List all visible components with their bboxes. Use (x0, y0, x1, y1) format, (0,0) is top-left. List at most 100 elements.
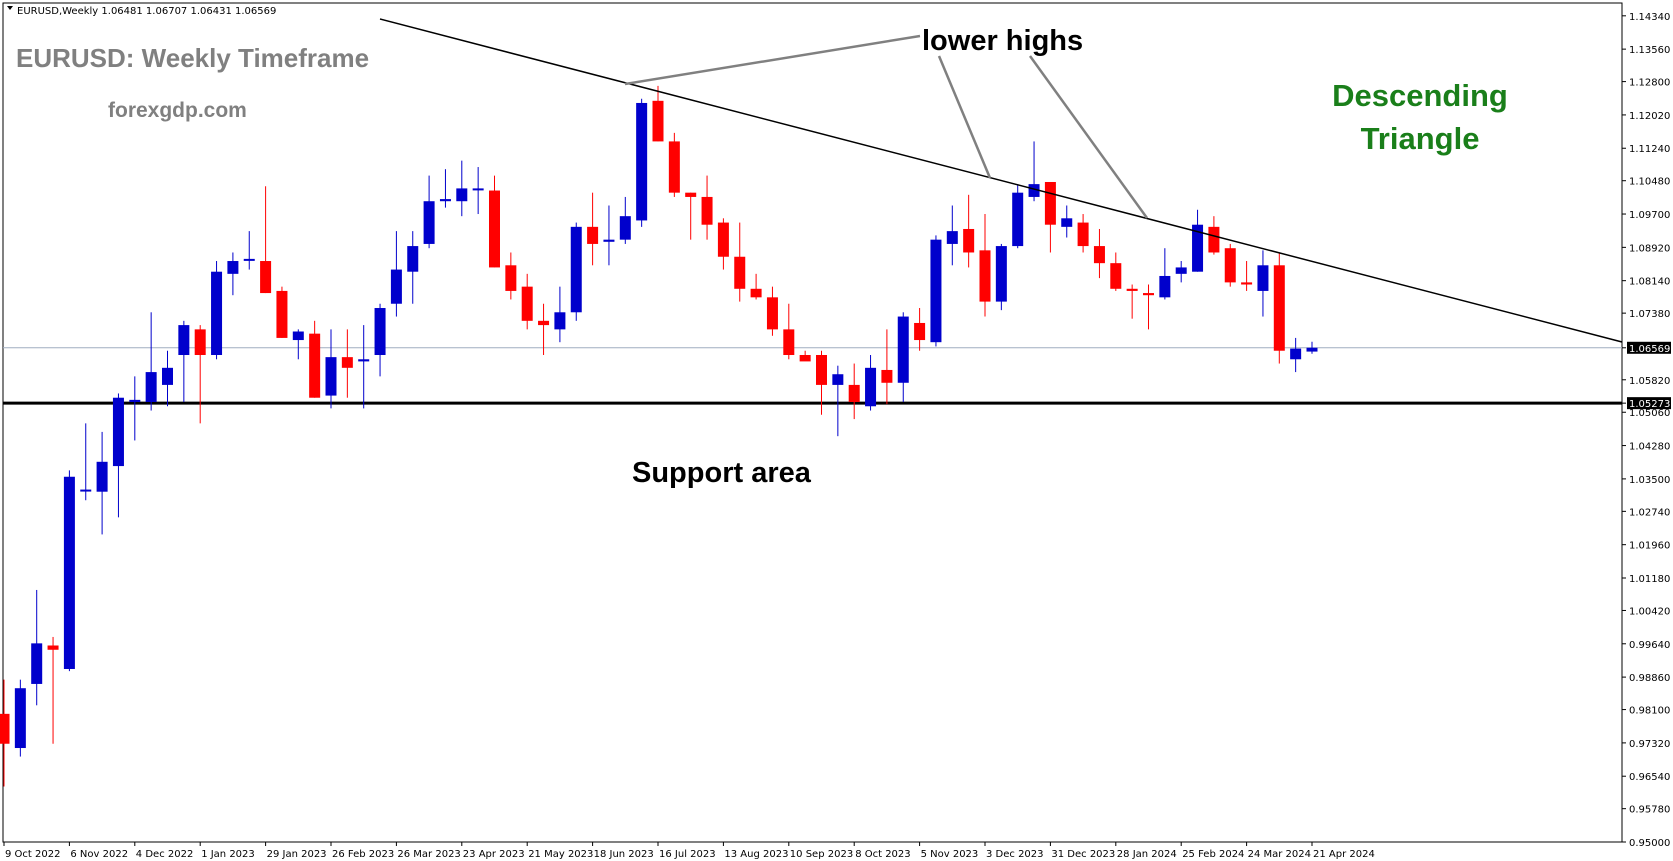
candle-body (603, 239, 615, 242)
candle-body (309, 333, 321, 398)
price-tick-label: 1.01960 (1629, 541, 1670, 552)
candle-body (358, 359, 370, 362)
time-tick-label: 6 Nov 2022 (70, 849, 128, 860)
time-tick-label: 10 Sep 2023 (790, 849, 853, 860)
time-tick-label: 25 Feb 2024 (1182, 849, 1244, 860)
time-tick-label: 26 Feb 2023 (332, 849, 394, 860)
candle-body (489, 190, 500, 268)
candle-body (897, 316, 909, 383)
time-tick-label: 8 Oct 2023 (855, 849, 910, 860)
price-tick-label: 1.05060 (1629, 408, 1670, 419)
candle-body (390, 269, 402, 304)
price-tick-label: 0.95000 (1629, 838, 1670, 849)
annotation-pattern-line2: Triangle (1361, 121, 1480, 156)
candle-body (1208, 226, 1220, 253)
candle-body (1159, 275, 1171, 298)
candle-body (505, 265, 517, 291)
lower-high-arrow-3 (1028, 55, 1149, 219)
candle-body (1110, 263, 1122, 289)
candle-body (407, 246, 419, 272)
price-tick-label: 0.95780 (1629, 805, 1670, 816)
candle-body (341, 357, 353, 368)
candle-body (799, 355, 811, 362)
candle-body (538, 320, 550, 326)
candle-body (112, 397, 124, 467)
price-tick-label: 1.00420 (1629, 606, 1670, 617)
candle-body (570, 226, 582, 313)
candle-body (1257, 265, 1269, 291)
time-tick-label: 13 Aug 2023 (724, 849, 788, 860)
candle-body (14, 688, 26, 749)
candle-body (995, 246, 1007, 302)
candle-body (374, 308, 386, 356)
candle-body (96, 461, 108, 492)
candle-body (1143, 293, 1154, 296)
price-tick-label: 1.07380 (1629, 309, 1670, 320)
time-axis[interactable]: 9 Oct 2022 6 Nov 2022 4 Dec 2022 1 Jan 2023… (3, 842, 1375, 860)
candle-body (325, 357, 337, 396)
price-tick-label: 1.05820 (1629, 376, 1670, 387)
price-tick-label: 0.97320 (1629, 739, 1670, 750)
candle-body (816, 355, 827, 385)
candle-body (194, 329, 206, 356)
price-tick-label: 1.09700 (1629, 210, 1670, 221)
price-tick-label: 0.99640 (1629, 640, 1670, 651)
candle-body (423, 201, 435, 244)
time-tick-label: 28 Jan 2024 (1117, 849, 1177, 860)
candle-body (848, 384, 860, 402)
time-tick-label: 21 May 2023 (528, 849, 593, 860)
time-tick-label: 21 Apr 2024 (1313, 849, 1375, 860)
annotation-lower-highs: lower highs (922, 25, 1083, 57)
price-axis[interactable]: 1.14340 1.13560 1.12800 1.12020 1.11240 1.104… (1622, 12, 1671, 849)
candle-body (472, 188, 484, 191)
price-tick-label: 1.02740 (1629, 507, 1670, 518)
price-tick-label: 0.98860 (1629, 673, 1670, 684)
time-tick-label: 24 Mar 2024 (1248, 849, 1311, 860)
candle-body (734, 256, 746, 289)
price-tick-label: 0.98100 (1629, 706, 1670, 717)
candle-body (1061, 218, 1073, 227)
candle-body (63, 476, 75, 669)
candle-body (783, 329, 795, 356)
candle-body (766, 297, 778, 330)
annotation-site: forexgdp.com (108, 99, 247, 122)
candle-body (1093, 246, 1105, 264)
candle-body (456, 188, 468, 202)
candle-body (276, 290, 288, 338)
candle-body (260, 261, 272, 294)
time-tick-label: 26 Mar 2023 (397, 849, 460, 860)
candle-body (685, 192, 697, 197)
candle-body (1028, 184, 1040, 197)
candle-body (979, 250, 991, 302)
candle-body (145, 372, 157, 402)
candle-body (668, 141, 680, 193)
candle-body (652, 100, 664, 142)
annotation-pattern-line1: Descending (1332, 78, 1508, 113)
candle-body (1241, 282, 1253, 285)
annotation-support-area: Support area (632, 457, 812, 489)
plot-frame (2, 2, 1623, 843)
candle-body (178, 325, 190, 356)
time-tick-label: 18 Jun 2023 (594, 849, 654, 860)
candle-body (0, 713, 10, 744)
lower-high-arrow-2 (937, 55, 992, 179)
candle-body (1273, 265, 1285, 351)
candle-body (963, 228, 975, 253)
candle-body (930, 239, 942, 343)
chart-menu-triangle-icon[interactable] (7, 6, 13, 10)
candle-body (1192, 224, 1204, 272)
candle-body (1126, 288, 1138, 291)
candle-body (1224, 248, 1236, 283)
candle-body (587, 226, 599, 244)
candle-body (439, 199, 451, 202)
price-tick-label: 1.05273 (1629, 399, 1670, 410)
annotation-title: EURUSD: Weekly Timeframe (16, 43, 369, 73)
candle-body (1306, 347, 1318, 352)
candle-body (946, 231, 958, 244)
price-marker (1627, 341, 1671, 354)
candle-body (865, 367, 877, 407)
descending-trendline[interactable] (379, 18, 1623, 343)
time-tick-label: 23 Apr 2023 (463, 849, 525, 860)
